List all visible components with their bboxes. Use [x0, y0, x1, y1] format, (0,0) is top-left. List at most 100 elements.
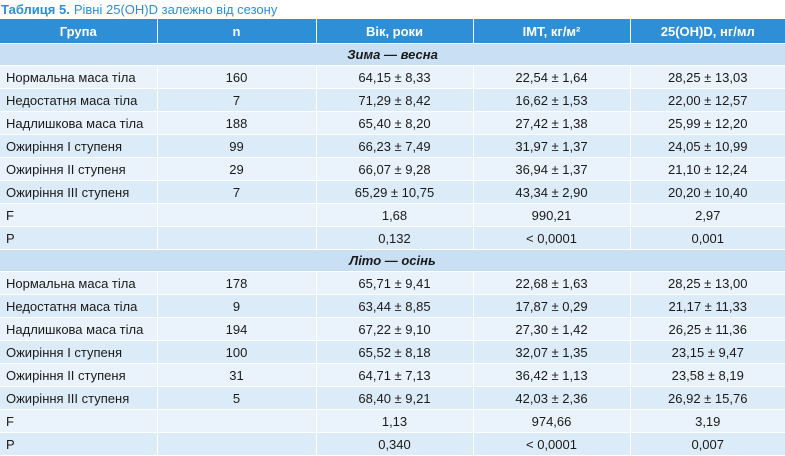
value-cell: 7: [157, 180, 317, 204]
header-bmi: ІМТ, кг/м²: [473, 19, 631, 44]
value-cell: 26,25 ± 11,36: [630, 317, 785, 341]
value-cell: 29: [157, 157, 317, 181]
value-cell: 194: [157, 317, 317, 341]
value-cell: 1,68: [316, 203, 474, 227]
table-row: Нормальна маса тіла 178 65,71 ± 9,41 22,68 …: [0, 271, 785, 295]
value-cell: 65,71 ± 9,41: [316, 271, 474, 295]
value-cell: 66,07 ± 9,28: [316, 157, 474, 181]
value-cell: 27,30 ± 1,42: [473, 317, 631, 341]
value-cell: < 0,0001: [473, 226, 631, 250]
value-cell: 63,44 ± 8,85: [316, 294, 474, 318]
value-cell: 21,10 ± 12,24: [630, 157, 785, 181]
table-row: Недостатня маса тіла 9 63,44 ± 8,85 17,87 ±…: [0, 294, 785, 318]
value-cell: 178: [157, 271, 317, 295]
value-cell: 9: [157, 294, 317, 318]
table-row: P 0,340 < 0,0001 0,007: [0, 432, 785, 456]
value-cell: 26,92 ± 15,76: [630, 386, 785, 410]
value-cell: 0,340: [316, 432, 474, 456]
value-cell: 67,22 ± 9,10: [316, 317, 474, 341]
value-cell: 68,40 ± 9,21: [316, 386, 474, 410]
table-caption-label: Таблиця 5.: [1, 2, 70, 17]
value-cell: 0,007: [630, 432, 785, 456]
value-cell: [157, 432, 317, 456]
value-cell: 36,42 ± 1,13: [473, 363, 631, 387]
value-cell: 3,19: [630, 409, 785, 433]
value-cell: 28,25 ± 13,03: [630, 65, 785, 89]
value-cell: 65,40 ± 8,20: [316, 111, 474, 135]
table-row: Ожиріння ІІІ ступеня 5 68,40 ± 9,21 42,03 ±…: [0, 386, 785, 410]
row-label-cell: Нормальна маса тіла: [0, 271, 158, 295]
value-cell: 1,13: [316, 409, 474, 433]
table-row: F 1,68 990,21 2,97: [0, 203, 785, 227]
value-cell: < 0,0001: [473, 432, 631, 456]
table-row: Ожиріння ІІ ступеня 29 66,07 ± 9,28 36,94 ±…: [0, 157, 785, 181]
value-cell: 17,87 ± 0,29: [473, 294, 631, 318]
value-cell: 28,25 ± 13,00: [630, 271, 785, 295]
section-title: Зима — весна: [0, 43, 785, 66]
value-cell: 160: [157, 65, 317, 89]
value-cell: 188: [157, 111, 317, 135]
table-row: P 0,132 < 0,0001 0,001: [0, 226, 785, 250]
row-label-cell: Надлишкова маса тіла: [0, 111, 158, 135]
value-cell: 16,62 ± 1,53: [473, 88, 631, 112]
value-cell: 42,03 ± 2,36: [473, 386, 631, 410]
value-cell: 22,00 ± 12,57: [630, 88, 785, 112]
value-cell: 31: [157, 363, 317, 387]
value-cell: 22,68 ± 1,63: [473, 271, 631, 295]
value-cell: 65,29 ± 10,75: [316, 180, 474, 204]
value-cell: 22,54 ± 1,64: [473, 65, 631, 89]
section-header-row: Літо — осінь: [0, 249, 785, 272]
value-cell: 974,66: [473, 409, 631, 433]
value-cell: 24,05 ± 10,99: [630, 134, 785, 158]
row-label-cell: Ожиріння ІІ ступеня: [0, 157, 158, 181]
value-cell: 65,52 ± 8,18: [316, 340, 474, 364]
table-row: Ожиріння І ступеня 99 66,23 ± 7,49 31,97 ± …: [0, 134, 785, 158]
row-label-cell: P: [0, 226, 158, 250]
row-label-cell: Недостатня маса тіла: [0, 88, 158, 112]
table-caption-text: Рівні 25(OH)D залежно від сезону: [73, 2, 278, 17]
row-label-cell: Ожиріння ІІ ступеня: [0, 363, 158, 387]
season-vitamin-d-table: Група n Вік, роки ІМТ, кг/м² 25(OH)D, нг…: [0, 19, 785, 456]
value-cell: 99: [157, 134, 317, 158]
value-cell: 31,97 ± 1,37: [473, 134, 631, 158]
value-cell: [157, 226, 317, 250]
value-cell: 23,15 ± 9,47: [630, 340, 785, 364]
row-label-cell: Нормальна маса тіла: [0, 65, 158, 89]
header-n: n: [157, 19, 317, 44]
value-cell: 32,07 ± 1,35: [473, 340, 631, 364]
value-cell: 27,42 ± 1,38: [473, 111, 631, 135]
value-cell: 21,17 ± 11,33: [630, 294, 785, 318]
value-cell: 23,58 ± 8,19: [630, 363, 785, 387]
table-row: Надлишкова маса тіла 188 65,40 ± 8,20 27,42…: [0, 111, 785, 135]
table-row: Ожиріння ІІІ ступеня 7 65,29 ± 10,75 43,34 …: [0, 180, 785, 204]
row-label-cell: Ожиріння ІІІ ступеня: [0, 180, 158, 204]
table-row: F 1,13 974,66 3,19: [0, 409, 785, 433]
row-label-cell: Недостатня маса тіла: [0, 294, 158, 318]
header-vitamin-d: 25(OH)D, нг/мл: [630, 19, 785, 44]
value-cell: 100: [157, 340, 317, 364]
row-label-cell: Ожиріння ІІІ ступеня: [0, 386, 158, 410]
value-cell: 36,94 ± 1,37: [473, 157, 631, 181]
value-cell: 0,132: [316, 226, 474, 250]
row-label-cell: F: [0, 409, 158, 433]
value-cell: 43,34 ± 2,90: [473, 180, 631, 204]
row-label-cell: Надлишкова маса тіла: [0, 317, 158, 341]
value-cell: 990,21: [473, 203, 631, 227]
value-cell: 71,29 ± 8,42: [316, 88, 474, 112]
table-body: Зима — весна Нормальна маса тіла 160 64,15 …: [0, 43, 785, 456]
table-row: Недостатня маса тіла 7 71,29 ± 8,42 16,62 ±…: [0, 88, 785, 112]
table-row: Ожиріння ІІ ступеня 31 64,71 ± 7,13 36,42 ±…: [0, 363, 785, 387]
table-header-row: Група n Вік, роки ІМТ, кг/м² 25(OH)D, нг…: [0, 19, 785, 44]
value-cell: [157, 409, 317, 433]
value-cell: [157, 203, 317, 227]
row-label-cell: P: [0, 432, 158, 456]
value-cell: 0,001: [630, 226, 785, 250]
value-cell: 5: [157, 386, 317, 410]
value-cell: 64,15 ± 8,33: [316, 65, 474, 89]
table-row: Нормальна маса тіла 160 64,15 ± 8,33 22,54 …: [0, 65, 785, 89]
row-label-cell: Ожиріння І ступеня: [0, 340, 158, 364]
value-cell: 20,20 ± 10,40: [630, 180, 785, 204]
value-cell: 66,23 ± 7,49: [316, 134, 474, 158]
section-title: Літо — осінь: [0, 249, 785, 272]
section-header-row: Зима — весна: [0, 43, 785, 66]
